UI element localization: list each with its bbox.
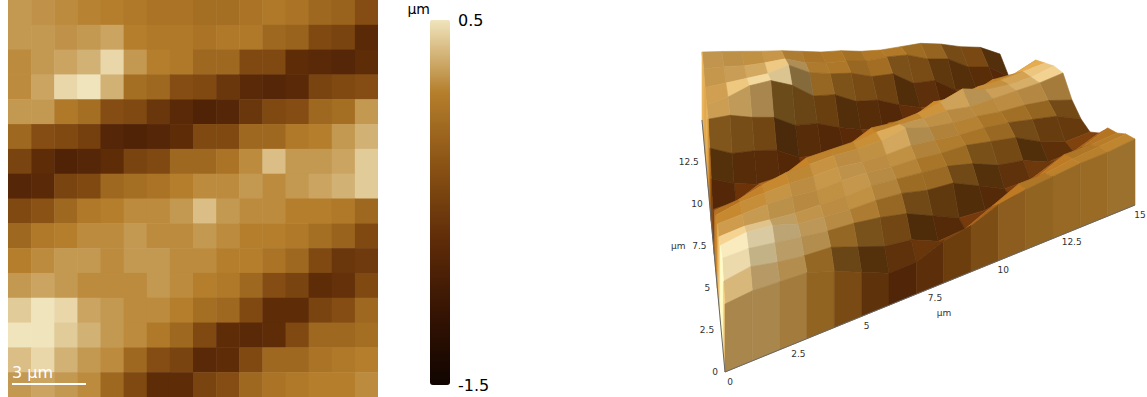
svg-text:7.5: 7.5 [928, 293, 942, 303]
svg-text:-1.5: -1.5 [458, 376, 489, 395]
svg-text:μm: μm [937, 308, 952, 318]
svg-text:μm: μm [407, 1, 430, 17]
svg-text:3 μm: 3 μm [12, 363, 53, 382]
svg-text:5: 5 [705, 283, 711, 293]
svg-text:0: 0 [712, 367, 718, 377]
svg-text:15: 15 [1134, 210, 1145, 220]
svg-text:10: 10 [691, 199, 703, 209]
svg-text:5: 5 [864, 321, 870, 331]
svg-text:0: 0 [727, 377, 733, 387]
svg-text:7.5: 7.5 [692, 241, 706, 251]
svg-text:μm: μm [671, 241, 686, 251]
svg-text:0.5: 0.5 [458, 11, 483, 30]
svg-text:10: 10 [998, 265, 1010, 275]
svg-text:2.5: 2.5 [791, 349, 805, 359]
svg-text:2.5: 2.5 [700, 325, 714, 335]
svg-text:12.5: 12.5 [1062, 237, 1082, 247]
svg-text:12.5: 12.5 [679, 157, 699, 167]
